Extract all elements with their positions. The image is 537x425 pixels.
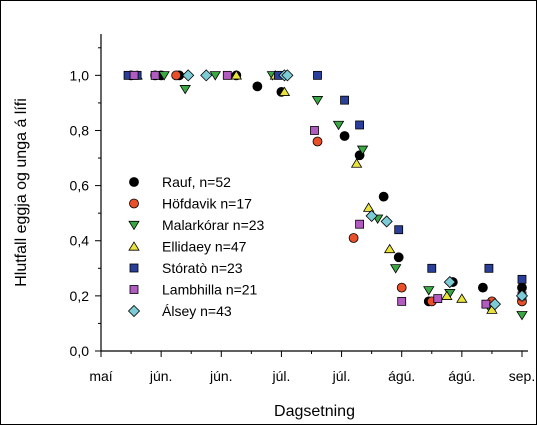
data-point — [423, 286, 435, 296]
data-point — [281, 69, 294, 82]
data-point — [378, 191, 389, 202]
data-point — [129, 70, 139, 80]
data-point — [380, 215, 393, 228]
legend-label: Rauf, n=52 — [162, 174, 231, 190]
x-tick-label: jún. — [209, 368, 233, 384]
data-point — [310, 126, 319, 135]
legend-marker — [129, 177, 139, 187]
data-point — [517, 274, 527, 284]
legend-label: Lambhilla n=21 — [162, 282, 258, 298]
data-point — [312, 136, 323, 147]
y-axis-title: Hlutfall eggja og unga á lífi — [13, 98, 30, 287]
legend-marker — [128, 220, 140, 231]
data-point — [230, 70, 243, 80]
data-point — [443, 276, 456, 289]
data-point — [516, 311, 528, 321]
data-point — [484, 263, 494, 273]
data-points — [123, 69, 529, 321]
legend-label: Malarkórar n=23 — [162, 217, 265, 233]
x-tick-label: ágú. — [388, 368, 415, 384]
legend-label: Ellidaey n=47 — [162, 239, 247, 255]
y-tick-label: 0,6 — [70, 178, 90, 194]
data-point — [515, 289, 529, 302]
data-point — [350, 158, 363, 168]
data-point — [356, 145, 369, 156]
data-point — [433, 294, 443, 304]
data-point — [179, 85, 191, 95]
data-point — [397, 296, 407, 306]
series-6 — [182, 69, 529, 311]
series-4 — [123, 70, 527, 284]
legend-label: Stóratò n=23 — [162, 260, 243, 276]
data-point — [393, 252, 404, 263]
legend-marker — [129, 285, 139, 294]
data-point — [383, 243, 396, 254]
y-tick-label: 0,4 — [70, 233, 90, 249]
legend-label: Álsey n=43 — [162, 303, 232, 319]
data-point — [222, 70, 232, 80]
y-tick-label: 0,8 — [70, 122, 90, 138]
legend: Rauf, n=52 Höfdavik n=17 Malarkórar n=23 El… — [127, 174, 265, 319]
legend-marker — [127, 304, 141, 318]
data-point — [441, 290, 453, 300]
data-point — [427, 263, 437, 273]
data-point — [456, 293, 468, 303]
data-point — [340, 95, 349, 105]
x-tick-label: júl. — [271, 368, 290, 384]
data-point — [365, 209, 378, 222]
data-point — [389, 264, 402, 274]
x-tick-label: ágú. — [448, 368, 475, 384]
legend-marker — [128, 241, 140, 251]
data-point — [488, 298, 501, 311]
data-point — [182, 69, 195, 82]
y-tick-label: 0,2 — [70, 288, 90, 304]
x-axis-title: Dagsetning — [274, 403, 355, 420]
data-point — [396, 282, 407, 293]
ticks: 0,0 0,2 0,4 0,6 0,8 1,0 maí jún. jún. júl. júl. ágú… — [70, 47, 535, 384]
data-point — [481, 299, 491, 309]
data-point — [355, 219, 365, 229]
data-point — [313, 70, 322, 80]
x-tick-label: sep. — [509, 368, 535, 384]
y-tick-label: 1,0 — [70, 67, 90, 83]
data-point — [477, 282, 488, 293]
x-tick-label: maí — [89, 368, 112, 384]
data-point — [311, 96, 324, 106]
series-3 — [131, 70, 498, 314]
data-point — [150, 70, 160, 80]
legend-label: Höfdavik n=17 — [162, 196, 252, 212]
data-point — [200, 69, 213, 82]
x-tick-label: júl. — [332, 368, 351, 384]
data-point — [278, 86, 291, 96]
axes — [100, 34, 528, 352]
data-point — [362, 202, 375, 212]
y-tick-label: 0,0 — [70, 343, 90, 359]
data-point — [209, 71, 221, 81]
legend-marker — [129, 198, 139, 209]
data-point — [348, 233, 359, 243]
x-tick-label: jún. — [149, 368, 173, 384]
data-point — [355, 120, 365, 130]
data-point — [394, 225, 404, 235]
data-point — [332, 120, 345, 131]
data-point — [158, 71, 170, 81]
data-point — [252, 81, 263, 92]
data-point — [339, 131, 350, 141]
legend-marker — [129, 263, 139, 273]
data-point — [171, 70, 182, 81]
